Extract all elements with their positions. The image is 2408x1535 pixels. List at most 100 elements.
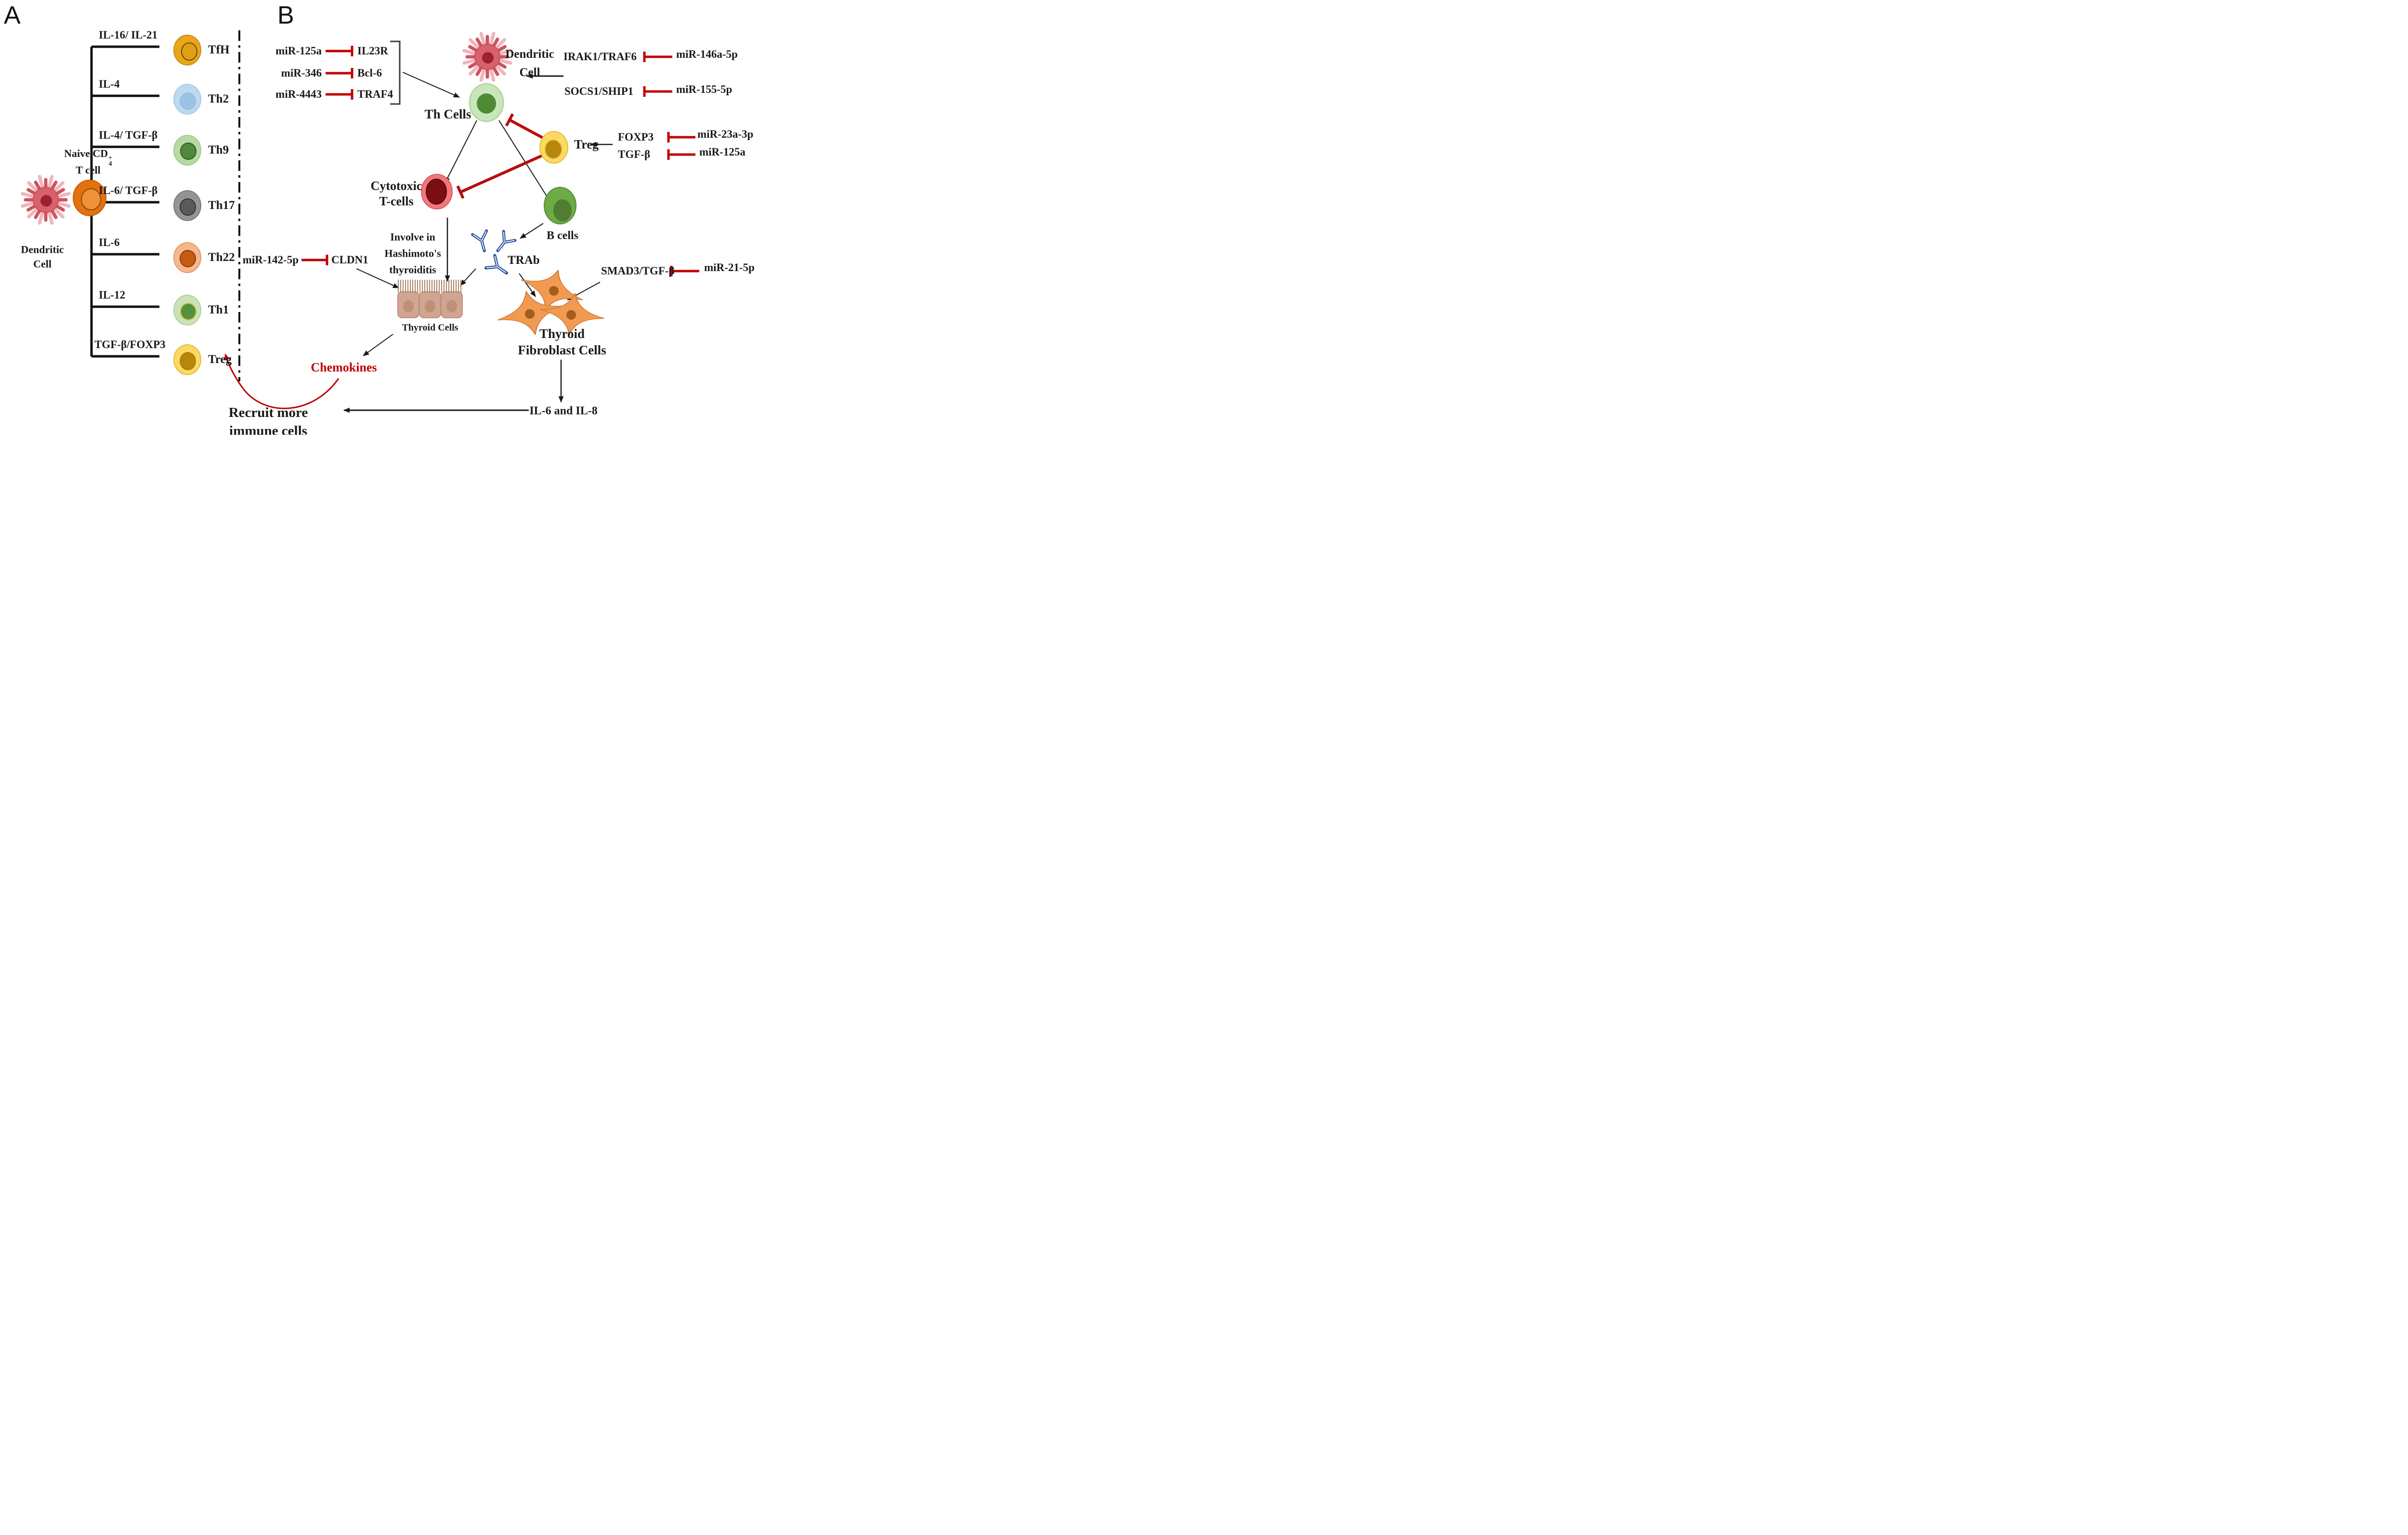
tfh-nucleus <box>181 42 197 61</box>
cytotoxic-label-line1: Cytotoxic <box>370 179 422 193</box>
dendritic-cell-b <box>464 34 511 80</box>
thyroid-cells-group <box>397 291 463 318</box>
treg-nucleus-a <box>180 352 196 370</box>
mir-142-5p-label: miR-142-5p <box>242 253 299 266</box>
mir-group-bracket <box>390 40 401 105</box>
th17-nucleus <box>180 198 196 216</box>
th2-nucleus <box>180 92 196 110</box>
fibroblast-group <box>492 260 608 342</box>
hashimoto-line3: thyroiditis <box>389 263 436 276</box>
cell-label-tfh: TfH <box>208 43 230 56</box>
cell-label-th1: Th1 <box>208 303 229 316</box>
b-cell-nucleus <box>553 199 572 221</box>
th9-nucleus <box>180 143 196 160</box>
cell-label-th2: Th2 <box>208 92 229 105</box>
fibroblast-nucleus-1 <box>549 286 559 296</box>
mir-21-5p-label: miR-21-5p <box>704 261 755 273</box>
foxp3-label: FOXP3 <box>618 130 654 143</box>
naive-label-subsup: +4 <box>108 154 112 167</box>
dendritic-b-label-line2: Cell <box>519 65 540 79</box>
hashimoto-line2: Hashimoto's <box>384 247 441 260</box>
th1-nucleus <box>180 303 196 320</box>
cytotoxic-label-line2: T-cells <box>379 194 414 208</box>
figure-canvas: A B IL-16/ IL-21 IL-4 IL-4/ TGF-β IL-6/ … <box>0 0 756 435</box>
treg-nucleus-b <box>545 140 562 159</box>
arrow-th-to-bcells <box>498 120 550 202</box>
trab-antibody-2 <box>492 232 515 255</box>
recruit-label-line1: Recruit more <box>228 404 308 420</box>
b-cells-label: B cells <box>547 229 578 242</box>
treg-inhibition-lines <box>456 113 548 199</box>
recruit-label-line2: immune cells <box>229 423 307 435</box>
mir-346-label: miR-346 <box>281 66 322 79</box>
smad3-tgfb-label: SMAD3/TGF-β <box>601 264 675 277</box>
th-cells-label: Th Cells <box>424 106 471 121</box>
naive-cd4-label-line1: Naive CD +4 <box>64 147 112 167</box>
cytotoxic-nucleus <box>426 179 447 205</box>
mirna-inhibition-tees <box>301 46 699 276</box>
th22-nucleus <box>180 250 196 267</box>
cldn1-label: CLDN1 <box>331 253 368 266</box>
irak1-traf6-label: IRAK1/TRAF6 <box>563 50 637 63</box>
arrow-thyroid-to-chemokines <box>363 334 393 356</box>
arrow-mirgroup-to-thcells <box>402 72 460 98</box>
thyroid-cilia <box>398 280 463 293</box>
cytokine-label-th22: IL-6 <box>99 236 120 248</box>
diagram-artwork <box>0 30 699 413</box>
cytokine-label-treg: TGF-β/FOXP3 <box>94 338 166 351</box>
curved-arrow-chemokines-recruit <box>224 353 340 409</box>
thyroid-nucleus-2 <box>425 300 435 312</box>
arrow-th-to-cytotoxic <box>445 120 477 183</box>
thyroid-nucleus-3 <box>446 300 457 312</box>
th-cell-nucleus <box>477 93 496 114</box>
inhibit-treg-to-cytotoxic <box>456 154 543 199</box>
naive-cd4-label-line2: T cell <box>76 164 101 176</box>
socs1-ship1-label: SOCS1/SHIP1 <box>564 85 634 97</box>
fibroblast-label-line2: Fibroblast Cells <box>518 342 606 357</box>
hashimoto-line1: Involve in <box>390 231 435 243</box>
dendritic-b-label-line1: Dendritic <box>505 47 554 61</box>
arrow-trab-to-fibroblast <box>519 273 536 297</box>
naive-label-prefix: Naive CD <box>64 147 108 159</box>
cell-label-treg: Treg <box>208 352 232 366</box>
fibroblast-label-line1: Thyroid <box>539 326 585 341</box>
cell-label-th17: Th17 <box>208 198 235 212</box>
fibroblast-nucleus-2 <box>525 309 535 319</box>
panel-b-letter: B <box>277 1 294 29</box>
cytokine-label-th17: IL-6/ TGF-β <box>99 184 158 196</box>
lineage-cells <box>173 35 201 375</box>
treg-b-label: Treg <box>574 137 599 152</box>
traf4-label: TRAF4 <box>357 88 393 100</box>
chemokines-label: Chemokines <box>311 360 377 375</box>
naive-label-sup: + <box>108 154 112 161</box>
inhibit-treg-to-thcells <box>505 113 548 142</box>
panel-a-letter: A <box>4 1 21 29</box>
mir-23a-3p-label: miR-23a-3p <box>697 128 754 140</box>
il6-il8-label: IL-6 and IL-8 <box>529 404 598 417</box>
mir-4443-label: miR-4443 <box>275 88 322 100</box>
trab-label: TRAb <box>508 253 540 267</box>
naive-label-sub: 4 <box>108 159 112 167</box>
thyroid-nucleus-1 <box>403 300 414 312</box>
mir-125a-treg-label: miR-125a <box>699 145 746 158</box>
arrow-trab-to-thyroid <box>460 268 476 286</box>
cytokine-label-th9: IL-4/ TGF-β <box>99 129 158 141</box>
naive-cd4-nucleus <box>81 188 101 210</box>
arrow-cldn1-to-thyroid <box>356 268 399 288</box>
dendritic-cell-a <box>23 177 69 223</box>
fibroblast-nucleus-3 <box>566 310 576 320</box>
cytokine-label-th2: IL-4 <box>99 78 120 90</box>
mir-146a-5p-label: miR-146a-5p <box>676 48 738 60</box>
mir-125a-label: miR-125a <box>275 44 322 57</box>
il23r-label: IL23R <box>357 44 388 57</box>
relation-arrows <box>343 72 613 413</box>
cell-label-th9: Th9 <box>208 143 229 156</box>
thyroid-cells-label: Thyroid Cells <box>402 322 458 333</box>
dendritic-a-label-line1: Dendritic <box>21 243 64 256</box>
dendritic-a-label-line2: Cell <box>33 258 52 270</box>
trab-antibody-1 <box>472 231 491 252</box>
cytokine-label-tfh: IL-16/ IL-21 <box>99 28 158 41</box>
bcl6-label: Bcl-6 <box>357 66 382 79</box>
cell-label-th22: Th22 <box>208 250 235 264</box>
arrow-bcells-to-trab <box>520 223 544 239</box>
